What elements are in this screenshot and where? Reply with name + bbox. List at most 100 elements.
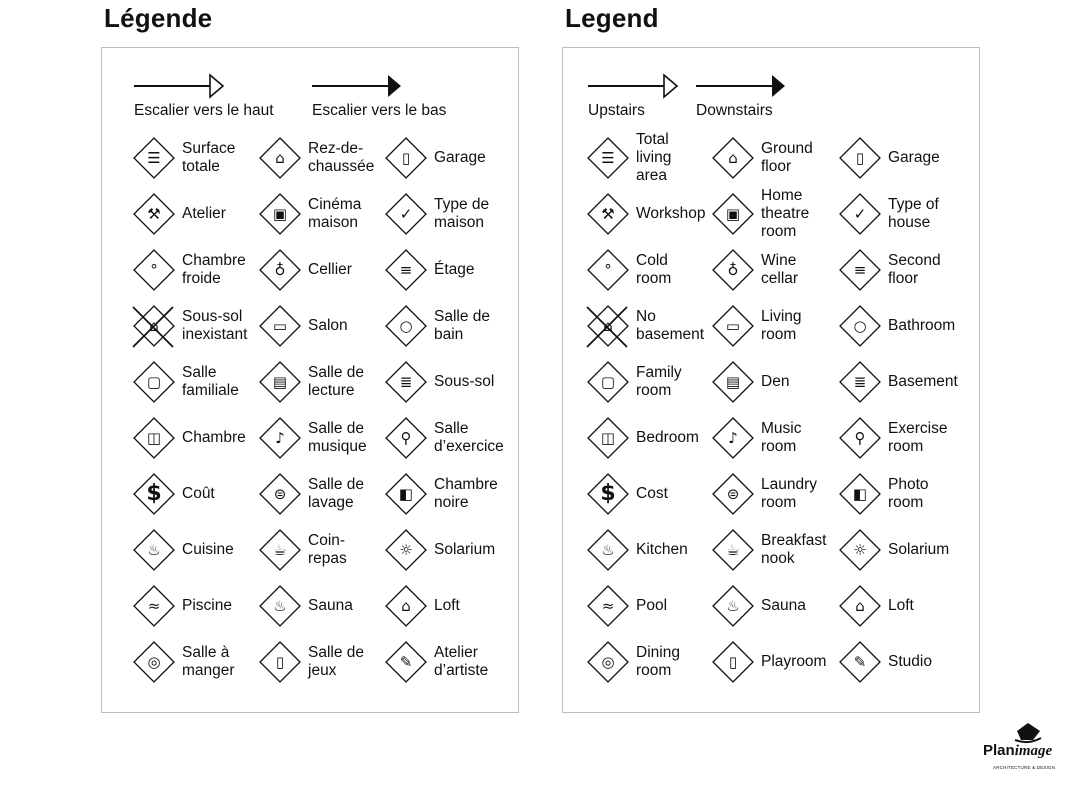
hammer-icon-glyph: ⚒	[147, 204, 161, 223]
sun-icon-glyph: ☼	[399, 540, 413, 559]
book-icon: ▤	[258, 360, 302, 404]
legend-item-label: Studio	[888, 653, 932, 670]
garage-icon-glyph: ▯	[401, 148, 411, 167]
legend-item: ○ Bathroom	[838, 298, 963, 354]
legend-item-label: Rez-de- chaussée	[308, 140, 375, 175]
checkmark-house-icon: ✓	[838, 192, 882, 236]
legend-item: ○ Salle de bain	[384, 298, 510, 354]
book-icon: ▤	[711, 360, 755, 404]
legend-grid: ☰ Surface totale ⌂ Rez-de- chaussée ▯ Garage ⚒…	[132, 130, 510, 690]
total-area-icon: ☰	[586, 136, 630, 180]
legend-item-label: Coin- repas	[308, 532, 347, 567]
legend-item: ▯ Garage	[384, 130, 510, 186]
music-note-icon: ♪	[258, 416, 302, 460]
legend-item-label: Chambre	[182, 429, 246, 446]
legend-item: ♨ Sauna	[711, 578, 838, 634]
wine-icon: ♁	[258, 248, 302, 292]
legend-item-label: Salle de lecture	[308, 364, 365, 399]
legend-item: ▣ Cinéma maison	[258, 186, 384, 242]
legend-item: ▯ Playroom	[711, 634, 838, 690]
coffee-cup-icon-glyph: ☕	[273, 540, 287, 559]
second-floor-icon-glyph: ≡	[853, 260, 867, 279]
legend-item: ◧ Photo room	[838, 466, 963, 522]
bed-icon-glyph: ◫	[600, 428, 616, 447]
legend-item-label: Wine cellar	[761, 252, 799, 287]
pot-icon: ♨	[132, 528, 176, 572]
checkmark-house-icon-glyph: ✓	[853, 204, 867, 223]
thermometer-icon: °	[586, 248, 630, 292]
bed-icon-glyph: ◫	[146, 428, 162, 447]
bed-icon: ◫	[132, 416, 176, 460]
legend-item: ♪ Music room	[711, 410, 838, 466]
legend-item-label: Sous-sol inexistant	[182, 308, 248, 343]
legend-item: ◫ Chambre	[132, 410, 258, 466]
legend-item-label: Type de maison	[434, 196, 490, 231]
legend-item-label: Dining room	[636, 644, 680, 679]
legend-item-label: Second floor	[888, 252, 941, 287]
projector-icon-glyph: ▣	[725, 204, 741, 223]
legend-item-label: Salle de jeux	[308, 644, 365, 679]
sofa-icon: ▭	[258, 304, 302, 348]
legend-item: ♁ Wine cellar	[711, 242, 838, 298]
legend-item-label: Étage	[434, 261, 475, 278]
ground-floor-icon-glyph: ⌂	[275, 148, 285, 167]
loft-icon: ⌂	[384, 584, 428, 628]
legend-panel-french: Escalier vers le haut Escalier vers le b…	[101, 47, 519, 713]
pot-icon-glyph: ♨	[147, 540, 161, 559]
legend-item: ♨ Sauna	[258, 578, 384, 634]
legend-item-label: Cellier	[308, 261, 352, 278]
legend-item-label: Chambre froide	[182, 252, 246, 287]
coffee-cup-icon: ☕	[711, 528, 755, 572]
playroom-icon-glyph: ▯	[728, 652, 738, 671]
washer-icon-glyph: ⊜	[273, 484, 287, 503]
legend-item-label: Cost	[636, 485, 668, 502]
legend-item: ⌂ Loft	[838, 578, 963, 634]
legend-item: ☼ Solarium	[384, 522, 510, 578]
no-basement-icon-glyph: ⌂	[149, 316, 159, 335]
legend-item: $ Coût	[132, 466, 258, 522]
music-note-icon-glyph: ♪	[275, 428, 285, 447]
swimmer-icon: ≈	[132, 584, 176, 628]
legend-item: ⊜ Salle de lavage	[258, 466, 384, 522]
plate-cutlery-icon-glyph: ◎	[601, 652, 615, 671]
legend-item: ◎ Dining room	[586, 634, 711, 690]
legend-item-label: Salle à manger	[182, 644, 235, 679]
legend-item-label: Family room	[636, 364, 682, 399]
legend-item: ✎ Atelier d’artiste	[384, 634, 510, 690]
music-note-icon-glyph: ♪	[728, 428, 738, 447]
legend-item-label: Pool	[636, 597, 668, 614]
no-basement-icon: ⌂	[132, 304, 176, 348]
legend-item: ≣ Sous-sol	[384, 354, 510, 410]
dollar-icon: $	[586, 472, 630, 516]
garage-icon: ▯	[838, 136, 882, 180]
weightlifter-icon: ⚲	[838, 416, 882, 460]
legend-item: ▯ Garage	[838, 130, 963, 186]
hammer-icon-glyph: ⚒	[601, 204, 615, 223]
book-icon-glyph: ▤	[725, 372, 741, 391]
legend-item-label: Salle familiale	[182, 364, 239, 399]
sauna-icon: ♨	[711, 584, 755, 628]
legend-item-label: Kitchen	[636, 541, 688, 558]
legend-item-label: Cinéma maison	[308, 196, 362, 231]
music-note-icon: ♪	[711, 416, 755, 460]
legend-item-label: Garage	[434, 149, 486, 166]
legend-item: ▭ Living room	[711, 298, 838, 354]
stairs-up-arrow-icon	[588, 73, 679, 99]
legend-item: ♁ Cellier	[258, 242, 384, 298]
thermometer-icon-glyph: °	[604, 260, 612, 279]
sauna-icon: ♨	[258, 584, 302, 628]
legend-item: ☕ Breakfast nook	[711, 522, 838, 578]
swimmer-icon-glyph: ≈	[601, 596, 615, 615]
playroom-icon-glyph: ▯	[275, 652, 285, 671]
wine-icon: ♁	[711, 248, 755, 292]
legend-item: ≡ Étage	[384, 242, 510, 298]
legend-item: ▣ Home theatre room	[711, 186, 838, 242]
bed-icon: ◫	[586, 416, 630, 460]
legend-item: ⌂ Loft	[384, 578, 510, 634]
legend-item-label: Bedroom	[636, 429, 699, 446]
legend-item-label: Piscine	[182, 597, 232, 614]
legend-item-label: Sauna	[308, 597, 353, 614]
title-french: Légende	[104, 3, 213, 33]
sun-icon-glyph: ☼	[853, 540, 867, 559]
legend-item: ° Cold room	[586, 242, 711, 298]
